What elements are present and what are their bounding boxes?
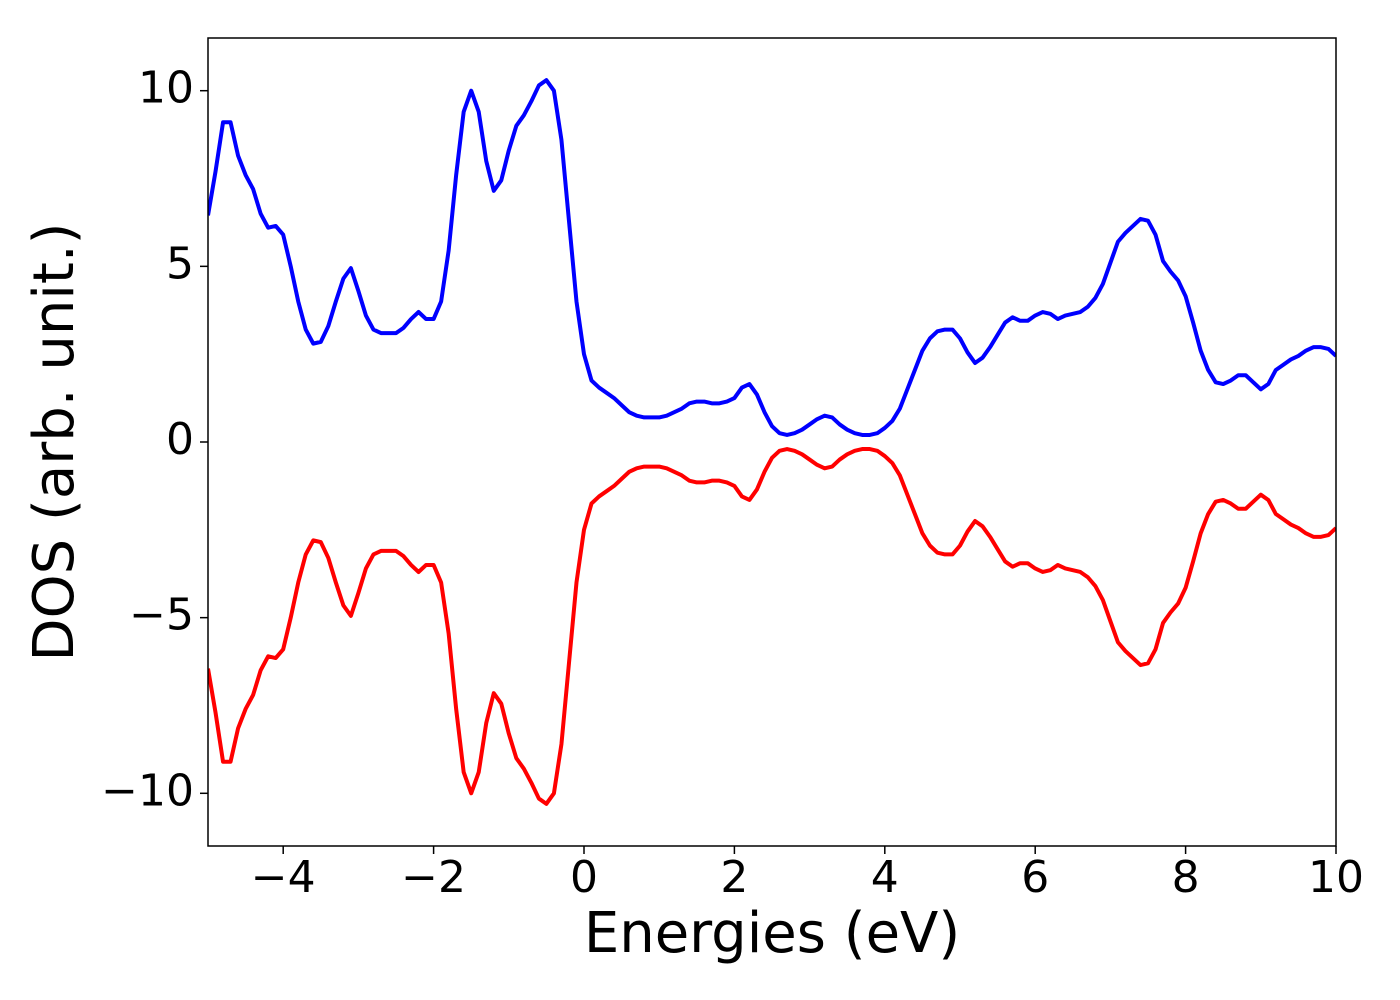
x-tick-label: −4	[251, 852, 316, 903]
x-tick-label: 10	[1308, 852, 1364, 903]
x-tick-label: 8	[1172, 852, 1200, 903]
x-tick-label: 0	[570, 852, 598, 903]
y-tick-label: 10	[138, 63, 194, 114]
y-tick-label: 0	[166, 414, 194, 465]
y-tick-label: 5	[166, 238, 194, 289]
series-line	[208, 78, 1336, 437]
x-tick-label: 2	[720, 852, 748, 903]
y-tick-label: −10	[101, 765, 194, 816]
x-axis-label: Energies (eV)	[584, 901, 960, 966]
plot-frame	[207, 37, 1337, 847]
x-tick-label: 4	[871, 852, 899, 903]
x-tick-label: −2	[401, 852, 466, 903]
x-tick-label: 6	[1021, 852, 1049, 903]
y-axis-label: DOS (arb. unit.)	[22, 222, 87, 661]
series-line	[208, 447, 1336, 806]
y-tick-label: −5	[129, 590, 194, 641]
